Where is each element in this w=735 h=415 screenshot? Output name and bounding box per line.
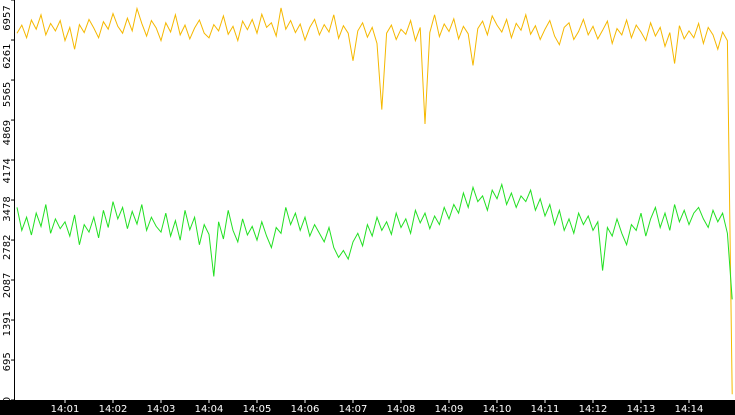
x-tick-label: 14:12 [579,404,608,415]
x-tick-label: 14:01 [51,404,80,415]
x-tick-label: 14:07 [339,404,368,415]
x-tick-label: 14:11 [531,404,560,415]
x-tick-label: 14:14 [675,404,704,415]
y-tick-label: 6957 [2,5,13,30]
x-tick-label: 14:06 [291,404,320,415]
y-tick-label: 2087 [2,273,13,298]
x-tick-label: 14:04 [195,404,224,415]
x-tick-label: 14:09 [435,404,464,415]
y-tick-label: 3478 [2,196,13,221]
x-tick-label: 14:08 [387,404,416,415]
series-line [16,182,733,300]
y-tick-label: 0 [2,397,13,403]
y-tick-label: 6261 [2,43,13,68]
y-tick-label: 1391 [2,311,13,336]
series-line [16,6,733,395]
y-tick-label: 4174 [2,158,13,183]
x-tick-label: 14:05 [243,404,272,415]
x-tick-label: 14:10 [483,404,512,415]
x-tick-label: 14:13 [627,404,656,415]
x-tick-label: 14:03 [147,404,176,415]
x-axis-bar [0,400,735,415]
y-tick-label: 695 [2,352,13,371]
y-tick-label: 4869 [2,120,13,145]
y-tick-label: 5565 [2,82,13,107]
y-tick-label: 2782 [2,235,13,260]
x-tick-label: 14:02 [99,404,128,415]
